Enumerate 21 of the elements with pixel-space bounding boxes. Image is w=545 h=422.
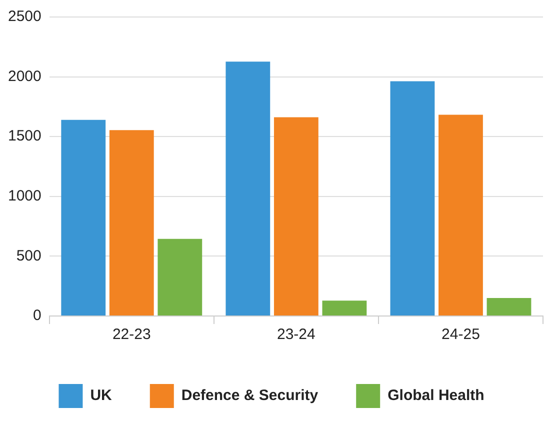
bar [61, 120, 106, 316]
y-tick-label: 0 [33, 307, 42, 324]
bar [486, 298, 532, 316]
bar [158, 238, 202, 316]
legend-label: Defence & Security [181, 387, 319, 404]
bar [390, 81, 435, 316]
x-tick-label: 24-25 [442, 326, 480, 344]
bar [226, 62, 270, 316]
y-tick-label: 500 [16, 247, 42, 264]
bar [274, 117, 318, 316]
x-tick-label: 23-24 [276, 326, 316, 344]
x-tick-label: 22-23 [112, 326, 151, 344]
y-tick-label: 1500 [8, 128, 42, 145]
y-tick-label: 1000 [8, 188, 42, 205]
bar [322, 300, 367, 316]
y-tick-label: 2500 [8, 8, 42, 26]
legend-label: UK [90, 387, 112, 404]
bar [109, 130, 154, 316]
bar [438, 114, 483, 316]
legend-label: Global Health [388, 387, 484, 404]
y-tick-label: 2000 [8, 68, 42, 85]
